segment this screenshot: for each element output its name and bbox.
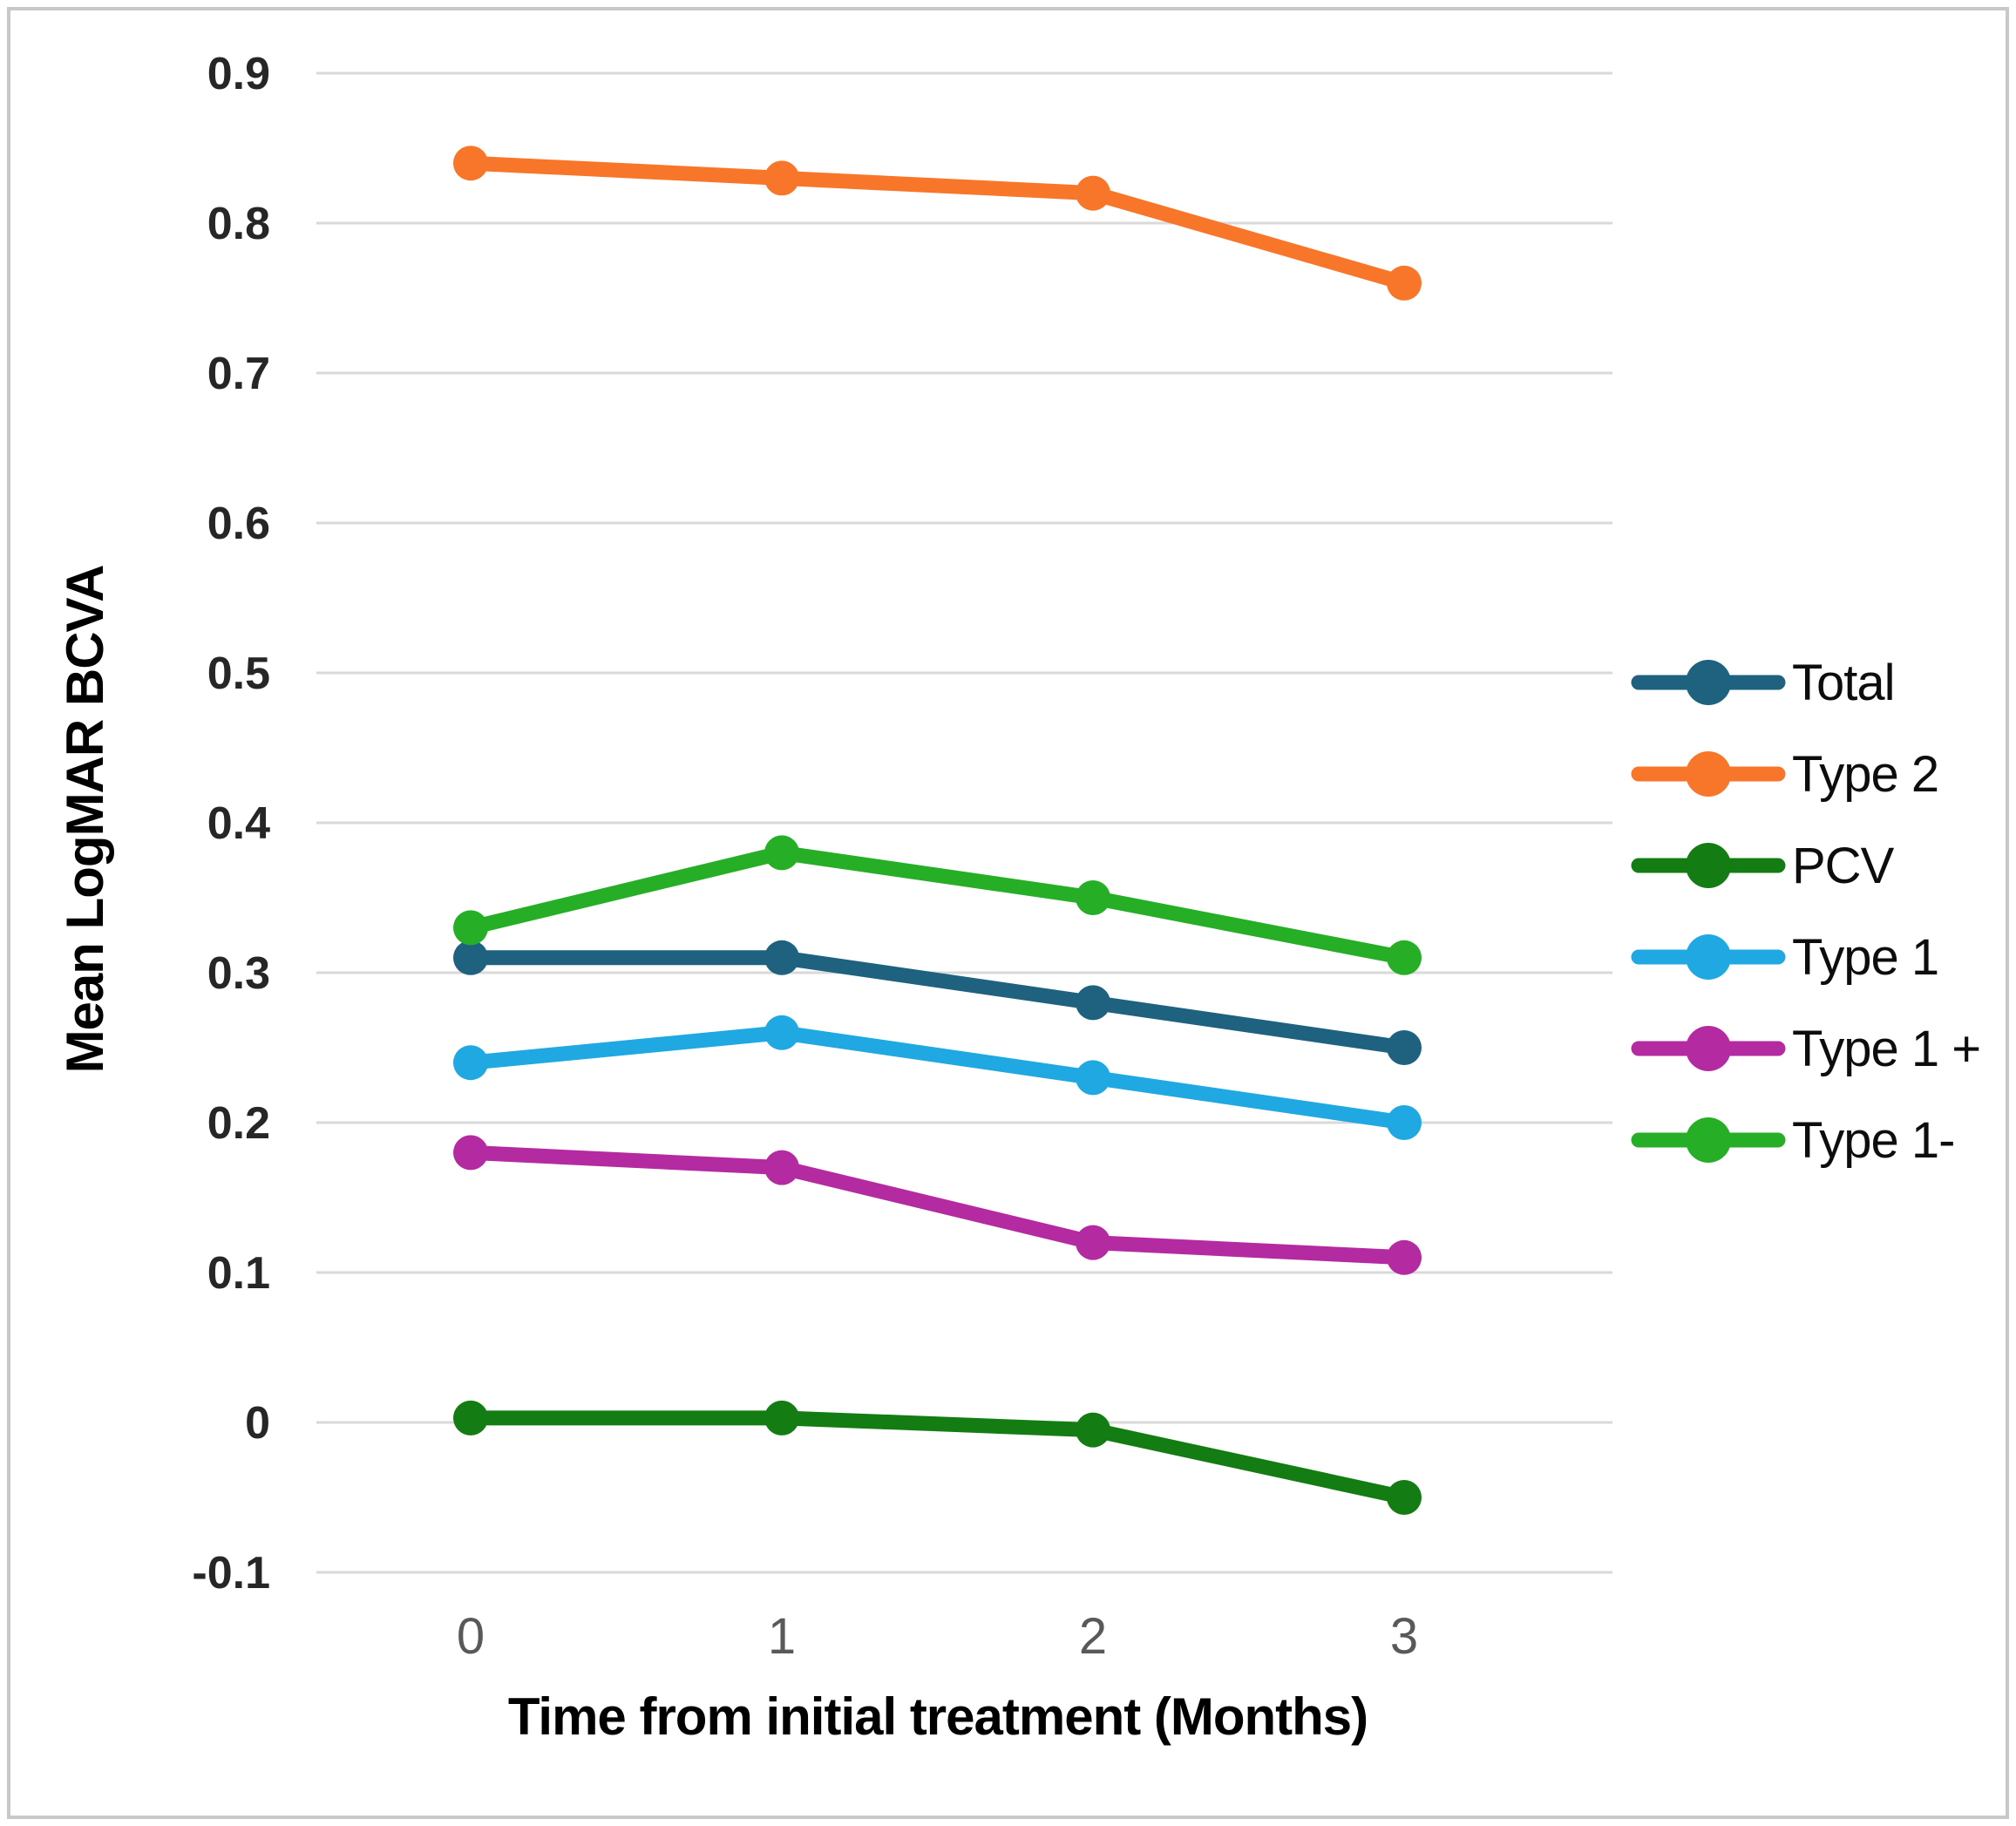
- data-point: [1076, 175, 1110, 211]
- series-line: [463, 1025, 1412, 1130]
- data-point: [453, 146, 488, 181]
- legend-label: PCV: [1792, 838, 1895, 894]
- x-tick-label: 1: [768, 1608, 796, 1665]
- y-tick-label: 0.3: [207, 948, 270, 999]
- series-pcv: [453, 1400, 1422, 1515]
- data-point: [453, 1045, 488, 1081]
- y-tick-label: 0.7: [207, 349, 270, 399]
- legend-marker-dot: [1686, 1026, 1731, 1071]
- legend-label: Type 2: [1792, 746, 1938, 803]
- data-point: [453, 910, 488, 946]
- legend-marker-dot: [1686, 934, 1731, 980]
- data-point: [453, 1400, 488, 1436]
- legend-marker-dot: [1686, 843, 1731, 888]
- x-tick-label: 0: [457, 1608, 485, 1665]
- legend-marker-dot: [1686, 751, 1731, 797]
- data-point: [764, 1150, 799, 1185]
- data-point: [1387, 1030, 1422, 1065]
- data-point: [1076, 1060, 1110, 1096]
- data-point: [1387, 1480, 1422, 1515]
- y-tick-label: 0: [245, 1398, 270, 1449]
- legend-item: Type 1: [1631, 929, 1939, 986]
- data-point: [1076, 985, 1110, 1021]
- data-point: [1387, 1239, 1422, 1275]
- y-tick-label: 0.4: [207, 798, 270, 849]
- data-point: [1387, 940, 1422, 975]
- series-line: [463, 1144, 1412, 1266]
- legend-label: Type 1: [1792, 929, 1938, 986]
- legend-item: Type 1-: [1631, 1112, 1955, 1169]
- series-type-1: [453, 835, 1422, 975]
- x-tick-label: 3: [1390, 1608, 1418, 1665]
- figure-border: [7, 7, 2009, 1819]
- legend-item: Total: [1631, 655, 1896, 711]
- legend-item: PCV: [1631, 838, 1896, 894]
- data-point: [1076, 1225, 1110, 1260]
- legend-item: Type 2: [1631, 746, 1939, 803]
- y-axis-tick-labels: 0.9 0.8 0.7 0.6 0.5 0.4 0.3 0.2 0.1 0 -0.1: [192, 49, 270, 1599]
- x-axis-title: Time from initial treatment (Months): [508, 1687, 1368, 1746]
- data-point: [453, 1135, 488, 1171]
- data-point: [1076, 880, 1110, 915]
- legend-label: Type 1-: [1792, 1112, 1954, 1169]
- legend-label: Type 1 +: [1792, 1021, 1980, 1077]
- data-point: [1387, 1105, 1422, 1140]
- data-point: [1076, 1412, 1110, 1448]
- gridlines: [316, 71, 1612, 1574]
- data-point: [764, 1015, 799, 1050]
- data-point: [1387, 265, 1422, 301]
- legend: Total Type 2 PCV Type 1 Type 1 + Type 1-: [1631, 655, 1981, 1169]
- series-total: [453, 940, 1422, 1065]
- series-type-2: [453, 146, 1422, 301]
- series-line: [463, 845, 1412, 966]
- legend-marker-dot: [1686, 660, 1731, 705]
- y-tick-label: 0.6: [207, 499, 270, 549]
- series-line: [463, 155, 1412, 291]
- data-series: [453, 146, 1422, 1515]
- data-point: [453, 940, 488, 975]
- y-tick-label: 0.2: [207, 1098, 270, 1149]
- legend-label: Total: [1792, 655, 1895, 711]
- legend-item: Type 1 +: [1631, 1021, 1981, 1077]
- x-tick-label: 2: [1079, 1608, 1107, 1665]
- y-tick-label: 0.9: [207, 49, 270, 99]
- data-point: [764, 1400, 799, 1436]
- series-type-1: [453, 1015, 1422, 1140]
- x-axis-tick-labels: 0 1 2 3: [457, 1608, 1418, 1665]
- series-line: [463, 950, 1412, 1056]
- y-tick-label: 0.1: [207, 1248, 270, 1299]
- data-point: [764, 160, 799, 196]
- data-point: [764, 940, 799, 975]
- legend-marker-dot: [1686, 1117, 1731, 1163]
- series-line: [463, 1410, 1412, 1505]
- series-type-1: [453, 1135, 1422, 1275]
- y-tick-label: 0.5: [207, 648, 270, 699]
- data-point: [764, 835, 799, 871]
- y-axis-title: Mean LogMAR BCVA: [56, 566, 114, 1074]
- y-tick-label: -0.1: [192, 1548, 270, 1599]
- y-tick-label: 0.8: [207, 199, 270, 249]
